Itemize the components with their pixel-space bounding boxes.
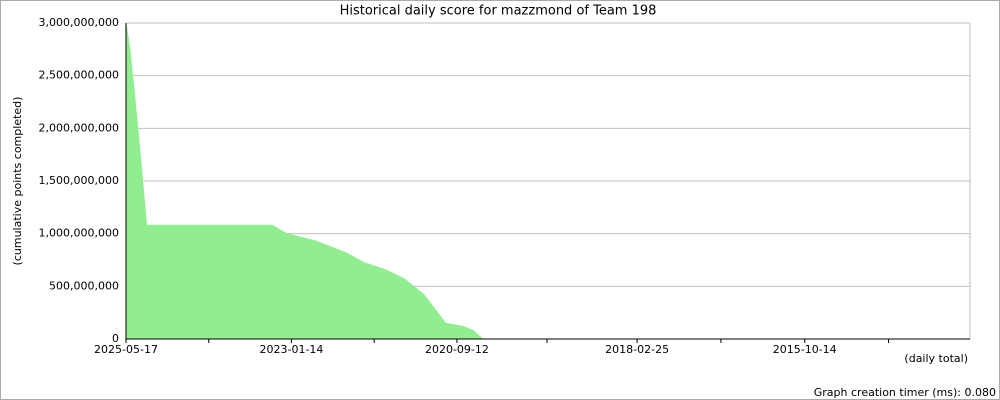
y-tick-label: 0 xyxy=(112,332,119,345)
footer: Graph creation timer (ms): 0.080 xyxy=(814,386,996,399)
y-tick-label: 3,000,000,000 xyxy=(39,16,119,29)
y-tick-label: 1,000,000,000 xyxy=(39,227,119,240)
area-edge xyxy=(125,22,484,340)
x-axis-label: (daily total) xyxy=(904,352,968,365)
y-axis-label: (cumulative points completed) xyxy=(11,97,24,266)
y-tick-label: 1,500,000,000 xyxy=(39,174,119,187)
x-tick-label: 2015-10-14 xyxy=(773,343,837,356)
x-tick-label: 2025-05-17 xyxy=(94,343,158,356)
x-tick-label: 2018-02-25 xyxy=(605,343,669,356)
chart-title: Historical daily score for mazzmond of T… xyxy=(340,4,657,19)
y-tick-label: 2,000,000,000 xyxy=(39,121,119,134)
x-tick-label: 2023-01-14 xyxy=(259,343,323,356)
area-fill xyxy=(126,23,483,339)
y-tick-label: 500,000,000 xyxy=(49,279,119,292)
x-tick-label: 2020-09-12 xyxy=(425,343,489,356)
y-tick-label: 2,500,000,000 xyxy=(39,69,119,82)
